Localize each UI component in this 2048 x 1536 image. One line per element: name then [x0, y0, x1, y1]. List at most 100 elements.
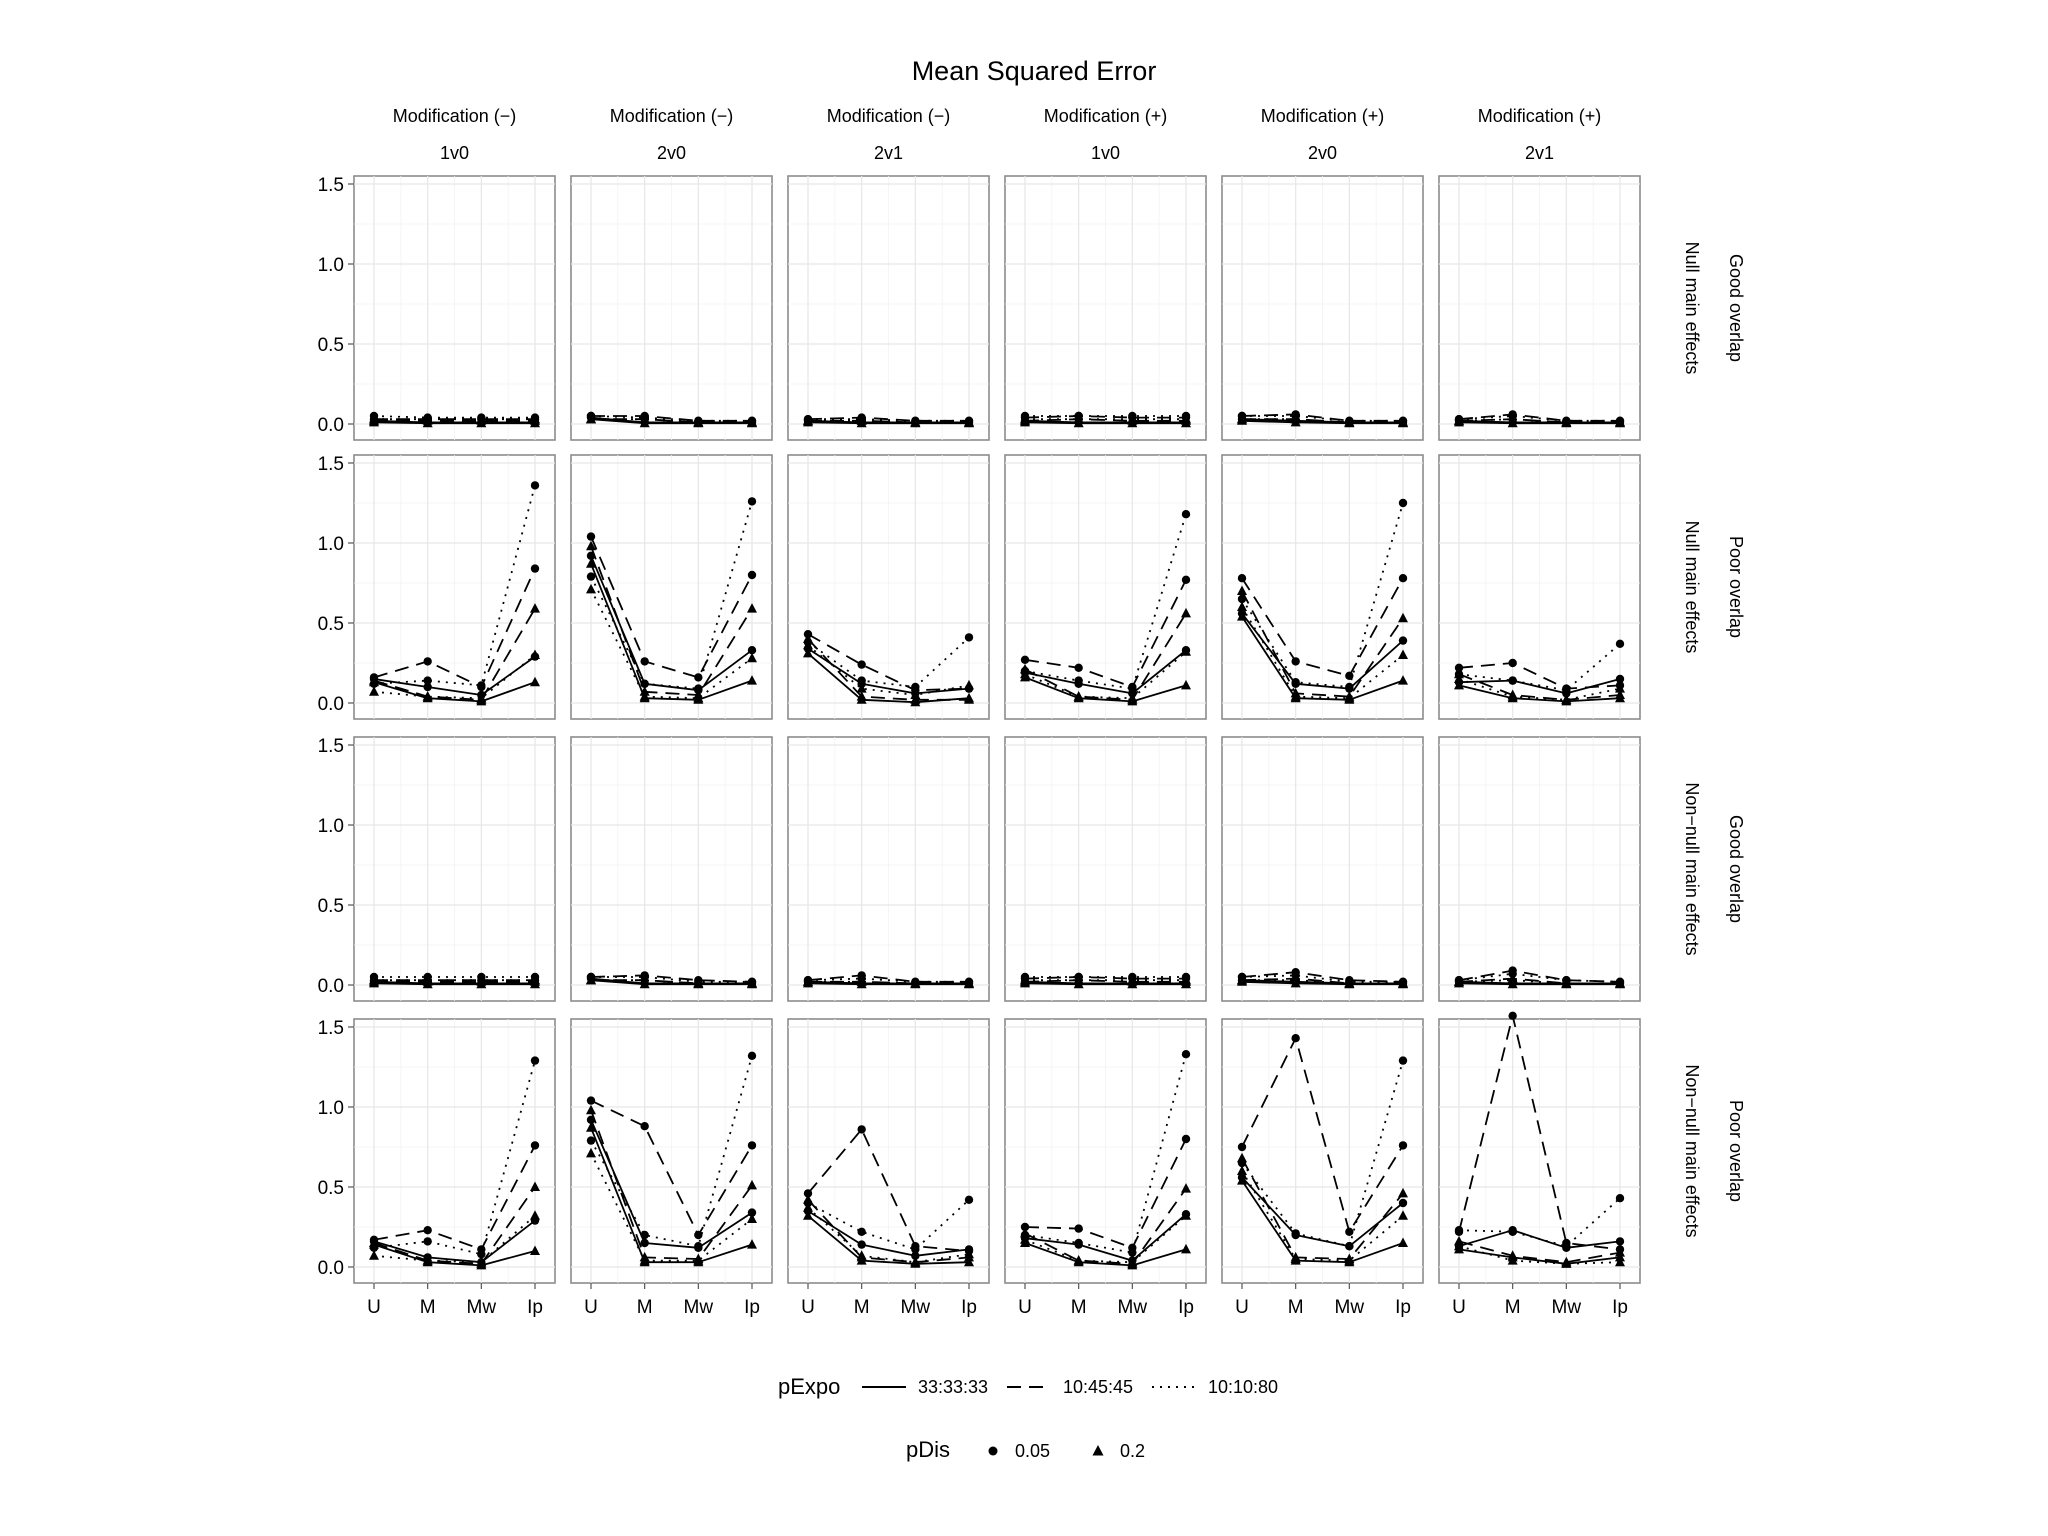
y-tick-label: 1.5 [318, 175, 344, 196]
y-tick-label: 0.5 [318, 614, 344, 635]
row-strip-outer: Good overlap [1726, 254, 1746, 362]
data-point-circle [477, 1250, 486, 1259]
series-line [1458, 673, 1621, 701]
series-line [373, 421, 535, 425]
column-strip-top: Modification (+) [1044, 106, 1168, 126]
series-line [807, 633, 970, 692]
series-line [1241, 977, 1403, 985]
data-point-triangle [369, 1250, 379, 1260]
panel: 0.0 0.5 1.0 1.5 [318, 454, 556, 720]
data-point-circle [640, 1230, 649, 1240]
data-point-triangle [1127, 1256, 1138, 1267]
data-point-triangle [803, 415, 813, 425]
data-point-triangle [639, 974, 650, 985]
data-point-triangle [1237, 413, 1247, 424]
data-point-triangle [639, 413, 650, 424]
data-point-circle [694, 684, 703, 693]
data-point-triangle [964, 416, 974, 427]
series-line [1024, 979, 1186, 983]
x-tick-label: M [1071, 1297, 1087, 1318]
data-point-triangle [1507, 1250, 1518, 1260]
series-line [373, 1243, 536, 1267]
panel [787, 736, 990, 1002]
data-point-circle [1074, 1224, 1083, 1233]
data-point-circle [1237, 1158, 1247, 1168]
data-point-triangle [422, 974, 433, 985]
series-line [1458, 1248, 1621, 1265]
panel-grid: 0.00.51.01.50.00.51.01.50.00.51.01.50.00… [318, 175, 1641, 1318]
series-line [807, 1210, 970, 1257]
data-point-circle [640, 657, 649, 666]
data-point-triangle [1615, 1251, 1625, 1262]
data-point-circle [1508, 658, 1517, 668]
data-point-triangle [476, 974, 487, 985]
data-point-circle [1398, 574, 1408, 583]
panel: U M Mw Ip [1004, 1018, 1207, 1318]
series-line [1024, 976, 1186, 980]
data-point-circle [423, 682, 432, 692]
data-point-circle [1615, 639, 1625, 648]
y-tick-label: 1.0 [318, 816, 344, 837]
series-line [1024, 1053, 1187, 1254]
series-line [808, 419, 969, 424]
series-line [1242, 418, 1403, 424]
data-point-triangle [1561, 977, 1572, 988]
data-point-circle [1454, 1226, 1464, 1235]
data-point-triangle [586, 1104, 596, 1115]
data-point-circle [1291, 1229, 1300, 1238]
series-line [591, 976, 752, 983]
series-line [373, 1186, 536, 1265]
data-point-triangle [1398, 1237, 1408, 1247]
data-point-triangle [1561, 694, 1572, 704]
legend-pexpo-label: 10:45:45 [1063, 1377, 1133, 1397]
data-point-triangle [1073, 413, 1084, 424]
legend-pdis-label: 0.05 [1015, 1441, 1050, 1461]
series-line [373, 681, 536, 703]
series-line [590, 563, 753, 701]
data-point-triangle [1181, 1243, 1191, 1254]
row-strip-inner: Null main effects [1682, 242, 1702, 375]
series-line [1241, 612, 1404, 690]
y-tick-label: 1.5 [318, 454, 344, 475]
x-tick-label: U [584, 1297, 598, 1318]
data-point-triangle [1344, 692, 1355, 703]
series-line [1458, 413, 1620, 422]
panel [787, 454, 990, 720]
series-line [590, 1055, 753, 1248]
data-point-circle [1074, 676, 1083, 685]
data-point-triangle [530, 974, 540, 985]
x-tick-label: U [1235, 1297, 1249, 1318]
legend-pdis-key-circle [988, 1446, 998, 1456]
x-tick-label: Ip [1612, 1297, 1628, 1318]
data-point-triangle [1398, 649, 1408, 659]
data-point-triangle [1237, 1165, 1247, 1175]
data-point-triangle [1615, 1247, 1625, 1257]
x-tick-label: M [420, 1297, 436, 1318]
data-point-triangle [1615, 416, 1625, 427]
data-point-circle [586, 1096, 596, 1105]
data-point-circle [1345, 1242, 1354, 1251]
legend-pexpo-label: 33:33:33 [918, 1377, 988, 1397]
data-point-circle [1398, 1056, 1408, 1065]
data-point-circle [530, 481, 540, 490]
column-strip-top: Modification (+) [1261, 106, 1385, 126]
data-point-circle [1398, 1141, 1408, 1150]
data-point-triangle [856, 683, 867, 693]
series-line [1458, 1197, 1621, 1248]
x-tick-label: Ip [527, 1297, 543, 1318]
data-point-circle [911, 1251, 920, 1261]
data-point-triangle [1507, 974, 1518, 985]
panel [1438, 736, 1641, 1002]
column-strip-top: Modification (−) [393, 106, 517, 126]
data-point-circle [1615, 674, 1625, 684]
data-point-triangle [1398, 1187, 1408, 1198]
series-line [1024, 415, 1186, 419]
data-point-circle [1181, 1134, 1191, 1144]
series-line [1024, 649, 1187, 695]
data-point-triangle [586, 583, 596, 594]
panel: 0.0 0.5 1.0 1.5 [318, 175, 556, 441]
data-point-triangle [639, 686, 650, 696]
data-point-triangle [747, 1239, 757, 1249]
data-point-triangle [1507, 413, 1518, 424]
